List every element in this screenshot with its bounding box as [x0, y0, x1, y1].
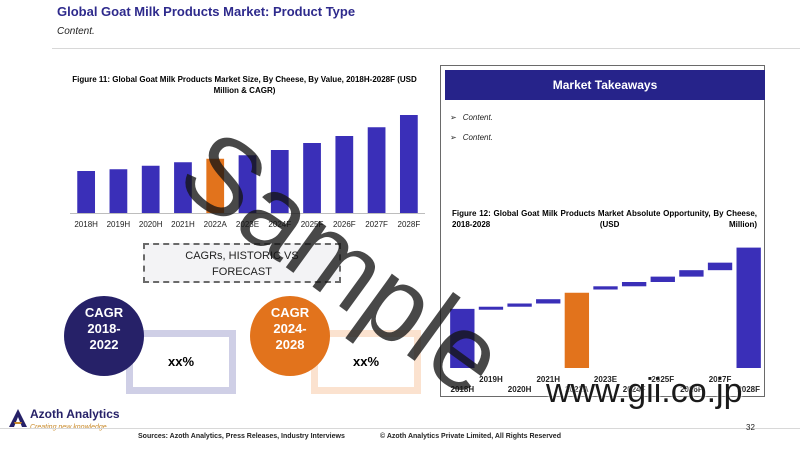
x-tick-label: 2028F	[398, 220, 421, 229]
takeaway-bullet: ➢ Content.	[450, 133, 493, 142]
azoth-logo-icon	[9, 409, 27, 427]
x-tick-label: 2022A	[204, 220, 228, 229]
waterfall-bar	[507, 303, 532, 307]
x-tick-label: 2021H	[171, 220, 195, 229]
x-tick-label: 2024F	[623, 385, 646, 394]
x-tick-label: 2018H	[74, 220, 98, 229]
x-tick-label: 2023E	[236, 220, 259, 229]
bullet-arrow-icon: ➢	[450, 133, 457, 142]
figure-11-bar-chart: 2018H 2019H 2020H 2021H 2022A 2023E 2024F 2025F…	[70, 115, 425, 229]
cagr-badge-range-start: 2018-	[87, 321, 121, 336]
waterfall-bar	[650, 276, 675, 282]
bar	[335, 136, 354, 213]
site-watermark: www.gii.co.jp	[546, 372, 743, 410]
x-tick-label: 2018H	[451, 385, 475, 394]
x-tick-label: 2019H	[107, 220, 131, 229]
cagr-heading-line2: FORECAST	[212, 266, 272, 278]
x-tick-label: 2026F	[680, 385, 703, 394]
historic-cagr-badge: CAGR 2018- 2022	[64, 296, 144, 376]
company-name: Azoth Analytics	[30, 407, 120, 421]
header-divider	[52, 48, 800, 49]
cagr-badge-label: CAGR	[84, 305, 124, 320]
figure-12-caption: Figure 12: Global Goat Milk Products Mar…	[452, 209, 757, 229]
page-title: Global Goat Milk Products Market: Produc…	[57, 4, 356, 19]
x-tick-label: 2026F	[333, 220, 356, 229]
waterfall-bar	[478, 306, 504, 310]
waterfall-bar	[564, 292, 590, 368]
bar	[109, 169, 128, 213]
x-tick-label: 2025F	[651, 375, 674, 384]
x-tick-label: 2028F	[737, 385, 760, 394]
waterfall-bar	[621, 282, 647, 287]
x-tick-label: 2025F	[301, 220, 324, 229]
x-tick-label: 2019H	[479, 375, 503, 384]
takeaway-bullet-text: Content.	[462, 113, 493, 122]
x-tick-label: 2024F	[268, 220, 291, 229]
x-tick-label: 2020H	[139, 220, 163, 229]
bar	[174, 162, 192, 213]
x-tick-label: 2027F	[365, 220, 388, 229]
takeaways-header: Market Takeaways	[445, 70, 765, 100]
waterfall-bar	[450, 308, 475, 368]
waterfall-bar	[536, 299, 561, 304]
takeaways-panel	[440, 65, 765, 397]
takeaway-bullet-text: Content.	[462, 133, 493, 142]
waterfall-bar	[593, 286, 618, 290]
cagr-badge-range-end: 2028	[275, 337, 305, 352]
bar	[206, 158, 225, 213]
figure-11-caption: Figure 11: Global Goat Milk Products Mar…	[72, 75, 417, 95]
waterfall-bar	[736, 247, 761, 368]
cagr-badge-label: CAGR	[270, 305, 310, 320]
cagr-heading-box: CAGRs, HISTORIC VS FORECAST	[143, 243, 341, 283]
footer-divider	[0, 428, 800, 429]
x-tick-label: 2022A	[565, 385, 589, 394]
company-tagline: Creating new knowledge	[30, 424, 107, 431]
waterfall-bar	[679, 270, 704, 277]
bar	[367, 127, 386, 213]
bar	[270, 150, 289, 213]
bullet-arrow-icon: ➢	[450, 113, 457, 122]
page-number: 32	[746, 423, 755, 432]
bar	[77, 171, 96, 213]
cagr-badge-range-end: 2022	[89, 337, 119, 352]
cagr-badge-range-start: 2024-	[273, 321, 307, 336]
copyright-note: © Azoth Analytics Private Limited, All R…	[380, 433, 561, 440]
page-subtitle: Content.	[57, 26, 95, 37]
x-tick-label: 2021H	[536, 375, 560, 384]
bar	[303, 143, 321, 213]
cagr-heading-line1: CAGRs, HISTORIC VS	[185, 250, 299, 262]
sources-note: Sources: Azoth Analytics, Press Releases…	[138, 433, 345, 440]
figure-12-waterfall-chart: 2018H 2019H 2020H 2021H 2022A 2023E 2024F 2025F…	[450, 247, 761, 394]
x-tick-label: 2023E	[594, 375, 618, 384]
waterfall-bar	[707, 262, 733, 271]
takeaway-bullet: ➢ Content.	[450, 113, 493, 122]
bar	[141, 165, 160, 213]
bar	[399, 115, 418, 213]
x-tick-label: 2027F	[709, 375, 732, 384]
forecast-cagr-badge: CAGR 2024- 2028	[250, 296, 330, 376]
bar	[238, 155, 257, 213]
x-tick-label: 2020H	[508, 385, 532, 394]
